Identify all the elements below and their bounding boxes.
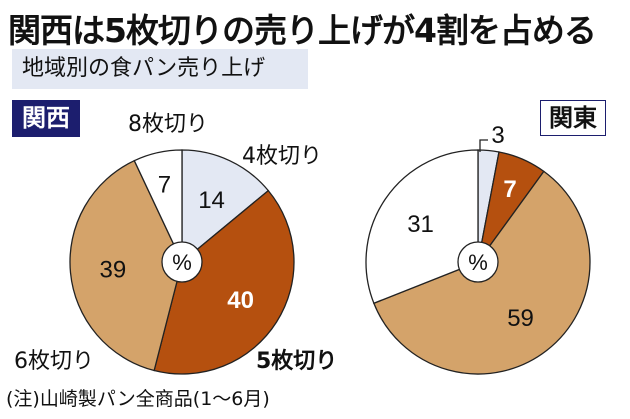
category-label-5mai: 5枚切り (256, 349, 338, 374)
value-label-0-1: 40 (227, 287, 254, 314)
pie-slice-0-2 (69, 159, 183, 372)
category-label-4mai: 4枚切り (242, 144, 322, 169)
pie-slice-0-1 (153, 189, 295, 375)
region-label-kansai: 関西 (12, 100, 80, 137)
value-label-0-0: 14 (198, 187, 225, 214)
footnote: (注)山崎製パン全商品(1〜6月) (6, 388, 270, 410)
value-label-1-1: 7 (503, 176, 516, 203)
unit-label: % (172, 250, 192, 275)
value-label-0-2: 39 (100, 257, 127, 284)
region-label-kanto: 関東 (540, 100, 606, 136)
value-label-1-3: 31 (407, 211, 434, 238)
value-label-1-0: 3 (491, 122, 504, 149)
value-label-1-2: 59 (507, 305, 534, 332)
value-label-0-3: 7 (158, 171, 171, 198)
pie-slice-0-3 (133, 149, 183, 263)
category-label-8mai: 8枚切り (128, 112, 208, 137)
pie-slice-0-0 (181, 149, 270, 264)
leader-line (479, 139, 488, 152)
center-hole (457, 241, 499, 283)
chart-subtitle: 地域別の食パン売り上げ (12, 49, 308, 89)
unit-label: % (468, 250, 488, 275)
chart-title: 関西は5枚切りの売り上げが4割を占める (8, 11, 597, 50)
pie-slice-1-3 (365, 149, 479, 305)
center-hole (161, 241, 203, 283)
category-label-6mai: 6枚切り (14, 349, 94, 374)
